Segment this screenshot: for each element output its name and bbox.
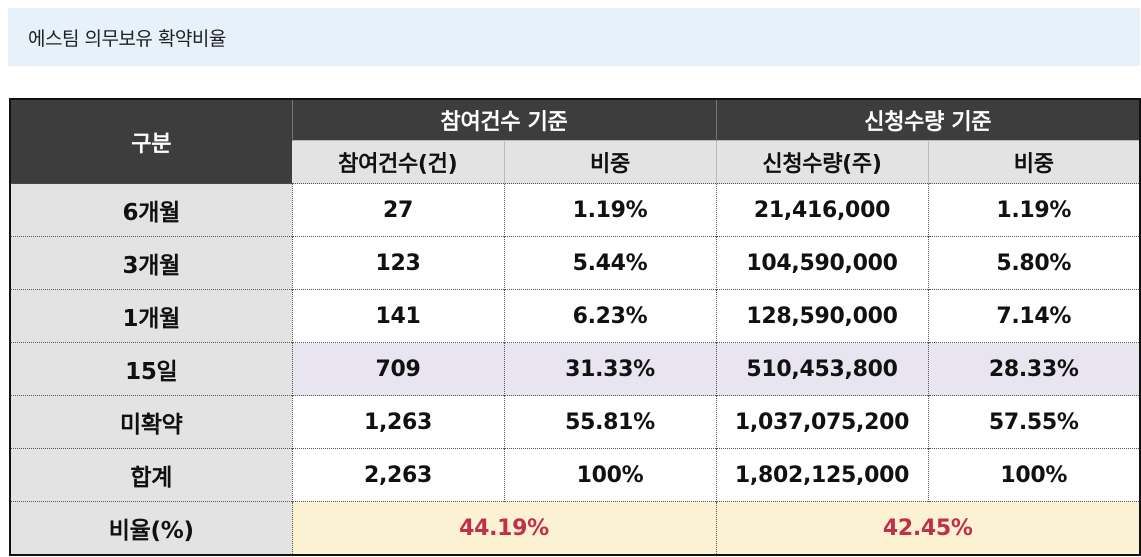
- row-label: 합계: [10, 448, 293, 502]
- table-row-highlighted: 15일 709 31.33% 510,453,800 28.33%: [10, 342, 1140, 396]
- table-cell: 1.19%: [927, 183, 1140, 237]
- ratio-quantity: 42.45%: [715, 501, 1140, 555]
- row-label: 15일: [10, 342, 293, 396]
- sub-header-quantity-share: 비중: [927, 140, 1140, 184]
- table-cell: 21,416,000: [715, 183, 928, 237]
- table-cell: 1,037,075,200: [715, 395, 928, 449]
- row-label: 비율(%): [10, 501, 293, 555]
- table-row: 6개월 27 1.19% 21,416,000 1.19%: [10, 183, 1140, 237]
- table-row-ratio: 비율(%) 44.19% 42.45%: [10, 501, 1140, 555]
- header-row-subs: 참여건수(건) 비중 신청수량(주) 비중: [10, 140, 1140, 184]
- table-cell: 31.33%: [503, 342, 716, 396]
- table-cell: 6.23%: [503, 289, 716, 343]
- table-cell: 5.80%: [927, 236, 1140, 290]
- table-cell: 28.33%: [927, 342, 1140, 396]
- table-row-total: 합계 2,263 100% 1,802,125,000 100%: [10, 448, 1140, 502]
- group-header-participation: 참여건수 기준: [291, 99, 716, 141]
- table-cell: 5.44%: [503, 236, 716, 290]
- table-row: 미확약 1,263 55.81% 1,037,075,200 57.55%: [10, 395, 1140, 449]
- table-cell: 1,802,125,000: [715, 448, 928, 502]
- table-cell: 1,263: [291, 395, 504, 449]
- table-cell: 7.14%: [927, 289, 1140, 343]
- group-header-quantity: 신청수량 기준: [715, 99, 1140, 141]
- table-cell: 55.81%: [503, 395, 716, 449]
- caption-bar: 에스팀 의무보유 확약비율: [8, 8, 1140, 66]
- table-cell: 123: [291, 236, 504, 290]
- table-cell: 100%: [503, 448, 716, 502]
- sub-header-quantity: 신청수량(주): [715, 140, 928, 184]
- table-cell: 510,453,800: [715, 342, 928, 396]
- table-cell: 57.55%: [927, 395, 1140, 449]
- sub-header-count-share: 비중: [503, 140, 716, 184]
- ratio-participation: 44.19%: [291, 501, 716, 555]
- table-cell: 100%: [927, 448, 1140, 502]
- table-cell: 141: [291, 289, 504, 343]
- table-cell: 1.19%: [503, 183, 716, 237]
- row-label: 3개월: [10, 236, 293, 290]
- corner-header: 구분: [10, 99, 292, 184]
- table-cell: 27: [291, 183, 504, 237]
- row-label: 1개월: [10, 289, 293, 343]
- sub-header-count: 참여건수(건): [292, 140, 504, 184]
- table-cell: 128,590,000: [715, 289, 928, 343]
- table-cell: 2,263: [291, 448, 504, 502]
- row-label: 6개월: [10, 183, 293, 237]
- caption-title: 에스팀 의무보유 확약비율: [28, 27, 226, 50]
- lockup-ratio-table: 구분 참여건수 기준 신청수량 기준 참여건수(건) 비중 신청수량(주) 비중…: [9, 98, 1141, 556]
- table-row: 1개월 141 6.23% 128,590,000 7.14%: [10, 289, 1140, 343]
- table-cell: 104,590,000: [715, 236, 928, 290]
- table-cell: 709: [291, 342, 504, 396]
- table-row: 3개월 123 5.44% 104,590,000 5.80%: [10, 236, 1140, 290]
- row-label: 미확약: [10, 395, 293, 449]
- header-row-groups: 구분 참여건수 기준 신청수량 기준: [10, 99, 1140, 184]
